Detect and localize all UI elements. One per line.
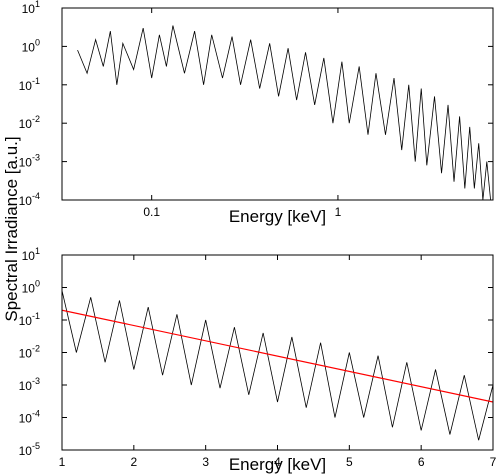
x-tick-label: 1 [59,455,66,469]
plot-frame [61,7,494,201]
y-tick-base: 10 [19,156,33,170]
y-tick-exponent: -5 [32,441,40,451]
y-tick-exponent: 0 [35,279,40,289]
y-tick-label: 100 [22,279,40,296]
series-line [62,309,493,403]
y-tick-label: 100 [22,37,40,54]
y-tick-base: 10 [22,2,36,16]
x-tick-label: 6 [418,455,425,469]
y-tick-exponent: -4 [32,191,40,201]
y-tick-base: 10 [19,444,33,458]
y-tick-label: 10-1 [19,76,40,93]
y-tick-label: 10-3 [19,376,40,393]
y-tick-label: 10-5 [19,441,40,458]
plot-area [77,25,491,200]
y-tick-label: 10-2 [19,344,40,361]
x-axis-label: Energy [keV] [229,455,326,474]
x-axis-label: Energy [keV] [229,207,326,226]
y-tick-base: 10 [19,194,33,208]
y-tick-base: 10 [19,379,33,393]
y-tick-label: 10-3 [19,153,40,170]
y-tick-exponent: -1 [32,311,40,321]
y-tick-exponent: -1 [32,76,40,86]
y-tick-base: 10 [19,117,33,131]
x-tick-label: 5 [346,455,353,469]
series-line [62,290,493,441]
y-tick-label: 10-4 [19,409,40,426]
y-tick-label: 10-1 [19,311,40,328]
y-tick-exponent: 1 [35,246,40,256]
y-tick-base: 10 [19,79,33,93]
x-tick-label: 3 [202,455,209,469]
y-tick-exponent: -2 [32,114,40,124]
y-tick-exponent: 0 [35,37,40,47]
y-tick-exponent: -3 [32,153,40,163]
x-tick-label: 1 [335,205,342,219]
y-tick-label: 10-4 [19,191,40,208]
x-tick-label: 7 [490,455,497,469]
x-tick-label: 0.1 [143,205,160,219]
y-tick-exponent: -4 [32,409,40,419]
y-tick-label: 101 [22,246,40,263]
y-tick-base: 10 [22,282,36,296]
y-tick-base: 10 [19,412,33,426]
y-tick-exponent: -3 [32,376,40,386]
y-axis-label: Spectral Irradiance [a.u.] [2,136,21,321]
x-tick-label: 4 [274,455,281,469]
y-tick-exponent: 1 [35,0,40,9]
plot-frame [61,254,494,451]
x-tick-label: 2 [130,455,137,469]
y-tick-base: 10 [22,40,36,54]
y-tick-base: 10 [22,249,36,263]
y-tick-base: 10 [19,314,33,328]
y-tick-base: 10 [19,347,33,361]
y-tick-label: 10-2 [19,114,40,131]
y-tick-exponent: -2 [32,344,40,354]
plot-area [62,290,493,441]
y-tick-label: 101 [22,0,40,16]
series-line [77,25,491,200]
